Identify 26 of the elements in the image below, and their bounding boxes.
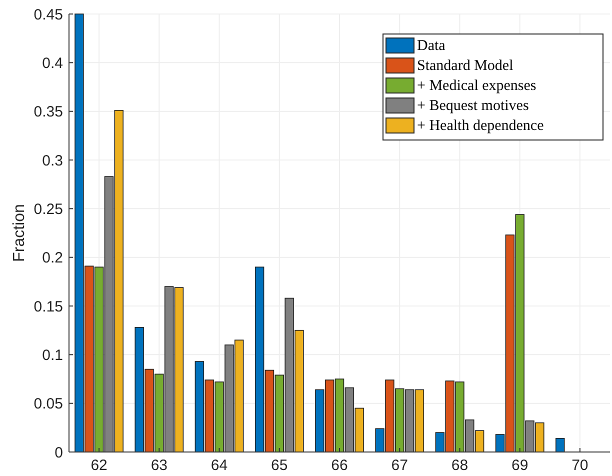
y-tick-label: 0 xyxy=(54,444,63,462)
y-tick-label: 0.25 xyxy=(34,200,63,218)
legend-label: + Health dependence xyxy=(417,118,544,134)
legend-label: + Bequest motives xyxy=(417,98,529,114)
x-tick-label: 64 xyxy=(210,457,228,474)
y-tick-label: 0.4 xyxy=(42,54,63,72)
y-tick-label: 0.3 xyxy=(42,152,63,170)
x-tick-label: 69 xyxy=(511,457,528,474)
x-tick-label: 63 xyxy=(150,457,168,474)
legend-label: + Medical expenses xyxy=(417,78,536,94)
y-tick-label: 0.1 xyxy=(42,346,63,364)
y-tick-label: 0.05 xyxy=(34,396,63,413)
y-tick-label: 0.45 xyxy=(34,6,63,24)
y-tick-label: 0.15 xyxy=(34,298,63,316)
x-tick-label: 62 xyxy=(90,457,108,474)
x-tick-label: 70 xyxy=(572,457,588,474)
legend-label: Data xyxy=(417,38,446,54)
bar xyxy=(556,438,565,452)
x-tick-label: 68 xyxy=(451,457,468,474)
x-tick-label: 66 xyxy=(331,457,348,474)
y-tick-label: 0.35 xyxy=(34,104,63,121)
x-tick-label: 65 xyxy=(271,457,288,474)
x-tick-label: 67 xyxy=(391,457,408,474)
y-tick-label: 0.2 xyxy=(42,250,63,267)
legend-label: Standard Model xyxy=(417,58,514,74)
y-axis-title: Fraction xyxy=(11,204,28,262)
